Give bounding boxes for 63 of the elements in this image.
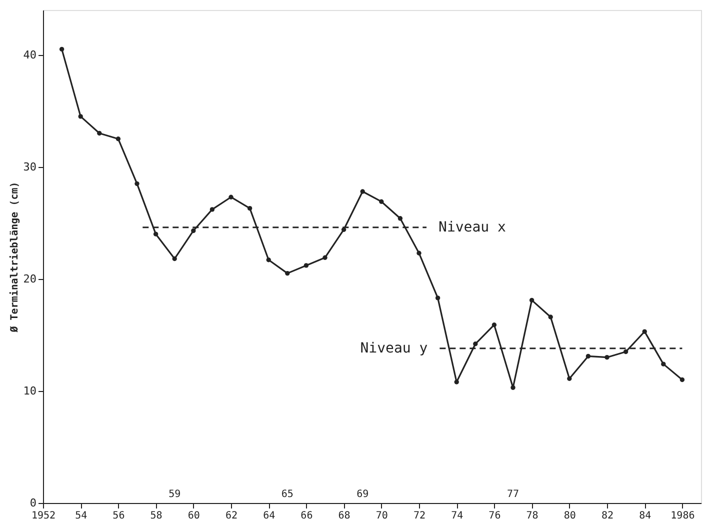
y-tick-label: 20 (23, 272, 36, 286)
point (266, 258, 271, 262)
x-tick-label: 78 (526, 510, 538, 522)
point (548, 314, 553, 320)
point (153, 232, 158, 236)
point (228, 194, 234, 200)
point (59, 46, 64, 52)
point (473, 342, 478, 346)
x-tick-label: 64 (263, 510, 276, 522)
x-tick-label: 70 (376, 510, 388, 522)
x-tick-label: 82 (601, 510, 614, 522)
point (379, 199, 384, 204)
point (116, 136, 121, 142)
point (247, 206, 252, 211)
series-label: Niveau x (438, 219, 506, 236)
annotation: 59 (168, 489, 181, 500)
x-tick-label: 58 (150, 510, 162, 522)
series-label: Niveau y (360, 340, 428, 356)
x-tick-label: 1986 (670, 510, 695, 522)
point (680, 377, 685, 382)
y-tick-label: 10 (23, 384, 36, 398)
x-tick-label: 68 (338, 510, 350, 522)
point (134, 181, 140, 186)
x-tick-label: 54 (75, 510, 88, 522)
point (398, 216, 403, 221)
point (510, 385, 516, 390)
point (304, 263, 309, 268)
x-tick-label: 74 (451, 510, 464, 522)
point (454, 380, 459, 384)
annotation: 69 (356, 489, 369, 500)
point (191, 228, 196, 234)
x-tick-label: 72 (413, 510, 426, 522)
point (172, 256, 177, 262)
annotation: 65 (281, 489, 294, 500)
point (623, 349, 628, 354)
annotation: 77 (506, 489, 520, 500)
x-tick-label: 56 (112, 510, 125, 522)
point (642, 329, 647, 334)
point (360, 189, 365, 194)
point (210, 207, 215, 212)
x-tick-label: 76 (488, 510, 501, 522)
x-tick-label: 1952 (31, 510, 56, 522)
x-tick-label: 66 (300, 510, 313, 522)
point (567, 376, 572, 381)
point (285, 270, 290, 276)
x-tick-label: 80 (564, 510, 576, 522)
point (586, 354, 591, 359)
point (435, 296, 440, 300)
point (492, 322, 497, 328)
point (661, 362, 666, 366)
y-tick-label: 40 (23, 48, 36, 62)
point (322, 255, 328, 260)
y-tick-label: 30 (23, 160, 36, 174)
y-axis-title: Ø Terminaltrieblänge (cm) (8, 182, 20, 334)
y-tick-label: 0 (30, 496, 36, 510)
x-tick-label: 84 (639, 510, 652, 522)
point (529, 298, 534, 303)
x-tick-label: 60 (188, 510, 200, 522)
point (78, 114, 83, 119)
point (604, 355, 610, 360)
x-tick-label: 62 (225, 510, 238, 522)
point (416, 250, 422, 256)
point (97, 130, 102, 136)
